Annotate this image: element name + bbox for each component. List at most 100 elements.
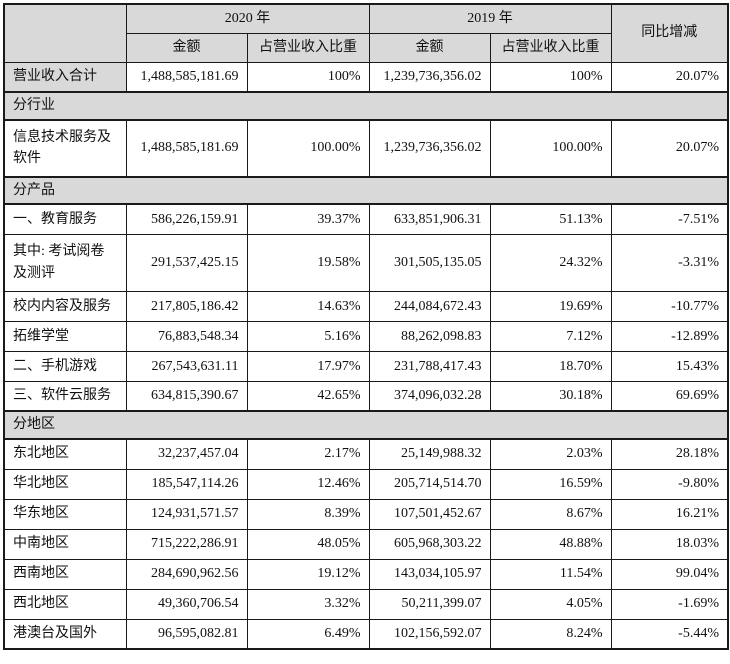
amount-2020: 217,805,186.42 (125, 290, 248, 322)
table-row: 二、手机游戏 267,543,631.11 17.97% 231,788,417.43… (3, 350, 729, 382)
yoy-change: 20.07% (610, 61, 729, 93)
table-row: 西南地区 284,690,962.56 19.12% 143,034,105.97 11… (3, 558, 729, 590)
ratio-2019: 4.05% (489, 588, 612, 620)
amount-2020: 284,690,962.56 (125, 558, 248, 590)
table-row: 华东地区 124,931,571.57 8.39% 107,501,452.67 8.6… (3, 498, 729, 530)
amount-2020: 96,595,082.81 (125, 618, 248, 650)
section-row: 分行业 (3, 91, 729, 121)
row-label: 华北地区 (3, 468, 127, 500)
table-row: 其中: 考试阅卷及测评 291,537,425.15 19.58% 301,505,1… (3, 233, 729, 292)
yoy-change: -9.80% (610, 468, 729, 500)
ratio-2020: 19.58% (246, 233, 370, 292)
row-label: 港澳台及国外 (3, 618, 127, 650)
amount-2020: 1,488,585,181.69 (125, 119, 248, 178)
corner-blank-cell (3, 3, 127, 63)
ratio-2019: 8.24% (489, 618, 612, 650)
amount-2019: 102,156,592.07 (368, 618, 491, 650)
row-label: 东北地区 (3, 438, 127, 470)
row-label: 信息技术服务及软件 (3, 119, 127, 178)
amount-2019: 25,149,988.32 (368, 438, 491, 470)
ratio-2020: 12.46% (246, 468, 370, 500)
revenue-breakdown-table: 2020 年 2019 年 同比增减 金额 占营业收入比重 金额 占营业收入比重… (3, 3, 729, 651)
ratio-2020: 19.12% (246, 558, 370, 590)
yoy-change: 28.18% (610, 438, 729, 470)
yoy-change: -3.31% (610, 233, 729, 292)
table-body: 营业收入合计 1,488,585,181.69 100% 1,239,736,356.… (3, 61, 729, 650)
amount-2019: 205,714,514.70 (368, 468, 491, 500)
yoy-change: -5.44% (610, 618, 729, 650)
amount-2020: 715,222,286.91 (125, 528, 248, 560)
header-row-years: 2020 年 2019 年 同比增减 (3, 3, 729, 63)
amount-2019: 231,788,417.43 (368, 350, 491, 382)
ratio-2019: 7.12% (489, 320, 612, 352)
ratio-2019: 51.13% (489, 203, 612, 235)
ratio-2019: 16.59% (489, 468, 612, 500)
amount-2020: 76,883,548.34 (125, 320, 248, 352)
amount-2020: 267,543,631.11 (125, 350, 248, 382)
amount-2019: 374,096,032.28 (368, 380, 491, 412)
amount-2020: 1,488,585,181.69 (125, 61, 248, 93)
ratio-2020: 100.00% (246, 119, 370, 178)
row-label: 中南地区 (3, 528, 127, 560)
amount-2019: 244,084,672.43 (368, 290, 491, 322)
ratio-2020: 6.49% (246, 618, 370, 650)
row-label: 其中: 考试阅卷及测评 (3, 233, 127, 292)
ratio-2020: 39.37% (246, 203, 370, 235)
section-label: 分地区 (3, 410, 729, 441)
row-label: 西南地区 (3, 558, 127, 590)
ratio-2019-header: 占营业收入比重 (489, 32, 612, 63)
row-label: 拓维学堂 (3, 320, 127, 352)
section-label: 分产品 (3, 175, 729, 206)
ratio-2020: 14.63% (246, 290, 370, 322)
amount-2019: 143,034,105.97 (368, 558, 491, 590)
ratio-2019: 11.54% (489, 558, 612, 590)
ratio-2020: 2.17% (246, 438, 370, 470)
table-row: 东北地区 32,237,457.04 2.17% 25,149,988.32 2.03%… (3, 438, 729, 470)
amount-2020: 49,360,706.54 (125, 588, 248, 620)
row-label: 二、手机游戏 (3, 350, 127, 382)
table-row: 三、软件云服务 634,815,390.67 42.65% 374,096,032.2… (3, 380, 729, 412)
table-row: 校内内容及服务 217,805,186.42 14.63% 244,084,672.4… (3, 290, 729, 322)
yoy-change: -7.51% (610, 203, 729, 235)
amount-2020: 32,237,457.04 (125, 438, 248, 470)
row-label: 营业收入合计 (3, 61, 127, 93)
ratio-2020: 42.65% (246, 380, 370, 412)
amount-2020: 291,537,425.15 (125, 233, 248, 292)
amount-2020: 124,931,571.57 (125, 498, 248, 530)
year-2019-header: 2019 年 (368, 3, 612, 34)
amount-2020-header: 金额 (125, 32, 248, 63)
section-row: 分产品 (3, 175, 729, 206)
section-row: 分地区 (3, 410, 729, 441)
yoy-change: -1.69% (610, 588, 729, 620)
ratio-2019: 30.18% (489, 380, 612, 412)
ratio-2019: 19.69% (489, 290, 612, 322)
table-row: 拓维学堂 76,883,548.34 5.16% 88,262,098.83 7.12%… (3, 320, 729, 352)
amount-2020: 586,226,159.91 (125, 203, 248, 235)
table-row: 西北地区 49,360,706.54 3.32% 50,211,399.07 4.05%… (3, 588, 729, 620)
amount-2019: 1,239,736,356.02 (368, 61, 491, 93)
yoy-change: 18.03% (610, 528, 729, 560)
table-header: 2020 年 2019 年 同比增减 金额 占营业收入比重 金额 占营业收入比重 (3, 3, 729, 63)
ratio-2020: 5.16% (246, 320, 370, 352)
amount-2019: 107,501,452.67 (368, 498, 491, 530)
ratio-2020: 8.39% (246, 498, 370, 530)
ratio-2020: 17.97% (246, 350, 370, 382)
row-label: 华东地区 (3, 498, 127, 530)
amount-2019: 50,211,399.07 (368, 588, 491, 620)
ratio-2020-header: 占营业收入比重 (246, 32, 370, 63)
yoy-change-header: 同比增减 (610, 3, 729, 63)
ratio-2019: 8.67% (489, 498, 612, 530)
ratio-2020: 100% (246, 61, 370, 93)
row-label: 三、软件云服务 (3, 380, 127, 412)
ratio-2019: 18.70% (489, 350, 612, 382)
table-row: 中南地区 715,222,286.91 48.05% 605,968,303.22 48… (3, 528, 729, 560)
amount-2019: 605,968,303.22 (368, 528, 491, 560)
year-2020-header: 2020 年 (125, 3, 370, 34)
yoy-change: 20.07% (610, 119, 729, 178)
amount-2020: 185,547,114.26 (125, 468, 248, 500)
amount-2019: 88,262,098.83 (368, 320, 491, 352)
amount-2019: 633,851,906.31 (368, 203, 491, 235)
table-row: 港澳台及国外 96,595,082.81 6.49% 102,156,592.07 8.… (3, 618, 729, 650)
amount-2019-header: 金额 (368, 32, 491, 63)
